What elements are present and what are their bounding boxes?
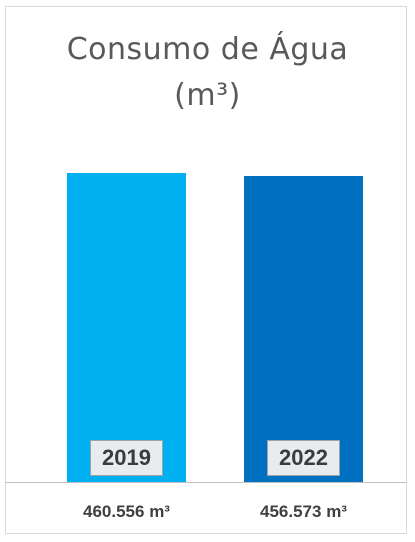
category-label-2019: 2019 [90, 440, 163, 476]
data-label-2022: 456.573 m³ [260, 502, 347, 521]
category-label-2022: 2022 [267, 440, 340, 476]
bar-2019 [67, 173, 186, 482]
chart-title-unit: (m³) [174, 78, 241, 113]
chart-title: Consumo de Água [66, 32, 349, 67]
bar-2022 [244, 176, 363, 482]
x-axis-line [6, 482, 406, 483]
data-label-2019: 460.556 m³ [83, 502, 170, 521]
